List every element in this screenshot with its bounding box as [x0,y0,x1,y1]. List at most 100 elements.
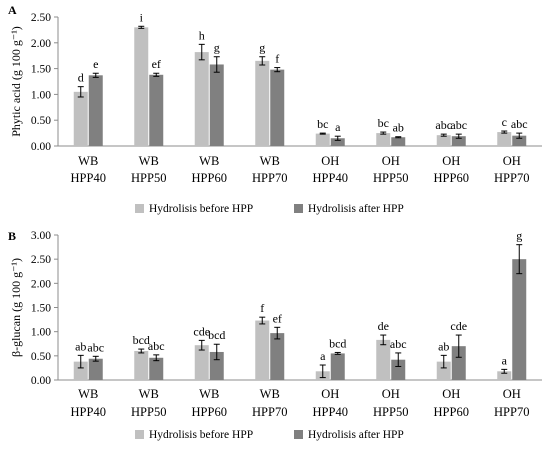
data-label: bcd [329,336,346,350]
data-label: e [93,57,98,71]
x-tick-label: HPP60 [192,405,227,419]
bar [88,75,103,146]
y-tick-label: 0.00 [31,141,51,153]
data-label: cde [450,319,467,333]
x-tick-label: HPP50 [373,171,408,185]
x-tick-label: WB [199,154,219,168]
data-label: bc [378,116,389,130]
x-tick-label: OH [321,387,339,401]
data-label: de [378,319,389,333]
chart-panel-a: A Phytic acid (g 100 g⁻¹) 0.00 0.50 1.00 1.50… [8,3,542,215]
x-tick-label: HPP60 [192,171,227,185]
x-tick-label: HPP50 [131,405,166,419]
bar [391,359,406,380]
y-tick-label: 2.00 [31,278,51,290]
x-tick-label: HPP70 [494,171,529,185]
x-tick-label: HPP60 [434,171,469,185]
legend-swatch [135,430,144,439]
y-axis-label: β-glucan (g 100 g⁻¹) [9,258,23,357]
bar [376,133,391,146]
x-tick-label: WB [139,154,159,168]
y-tick-label: 2.50 [31,254,51,266]
legend-swatch [294,430,303,439]
data-label: ef [273,311,282,325]
data-label: a [502,353,508,367]
y-tick-label: 1.50 [31,64,51,76]
legend-entry: Hydrolisis after HPP [308,203,404,215]
legend-entry: Hydrolisis after HPP [308,429,404,441]
y-tick-label: 1.00 [31,89,51,101]
x-tick-label: WB [260,387,280,401]
x-tick-label: WB [78,387,98,401]
data-label: bcd [208,328,225,342]
bar [255,320,270,380]
x-tick-label: HPP50 [131,171,166,185]
x-tick-label: WB [199,387,219,401]
bar [451,346,466,380]
x-tick-label: WB [260,154,280,168]
legend-swatch [135,204,144,213]
data-label: a [335,120,341,134]
bar [209,351,224,380]
bar [149,357,164,380]
bar [497,371,512,380]
x-tick-label: HPP70 [252,405,287,419]
x-tick-label: HPP70 [494,405,529,419]
panel-label: B [8,229,16,243]
x-tick-label: OH [442,154,460,168]
x-tick-label: OH [382,154,400,168]
bar [194,345,209,380]
bar [512,135,527,146]
y-tick-label: 0.50 [31,351,51,363]
y-tick-label: 1.50 [31,303,51,315]
data-label: bcd [133,333,150,347]
data-label: g [259,41,265,55]
data-label: ab [393,121,404,135]
y-tick-label: 2.00 [31,38,51,50]
bar [134,27,149,146]
y-tick-label: 1.00 [31,327,51,339]
data-label: abc [87,340,104,354]
legend-entry: Hydrolisis before HPP [149,429,253,441]
y-tick-label: 0.00 [31,375,51,387]
data-label: abc [148,339,165,353]
bar [73,361,88,380]
x-tick-label: OH [382,387,400,401]
bar [270,69,285,146]
data-label: ab [75,339,86,353]
bar [436,361,451,380]
x-tick-label: OH [503,154,521,168]
data-label: g [516,229,522,243]
bar [209,64,224,146]
data-label: abc [435,118,452,132]
data-label: h [199,28,205,42]
y-tick-label: 2.50 [31,12,51,24]
bar [330,138,345,146]
data-label: f [260,301,264,315]
bar [497,132,512,146]
chart-panel-b: Bβ-glucan (g 100 g⁻¹) 0.00 0.50 1.00 1.50 2.0… [8,229,542,441]
x-tick-label: WB [139,387,159,401]
data-label: ef [152,57,161,71]
data-label: abc [511,117,528,131]
x-tick-label: HPP60 [434,405,469,419]
data-label: g [214,41,220,55]
data-label: ab [438,339,449,353]
data-label: cde [193,324,210,338]
bar [194,52,209,147]
legend-entry: Hydrolisis before HPP [149,203,253,215]
bar [330,353,345,380]
x-tick-label: HPP50 [373,405,408,419]
legend-swatch [294,204,303,213]
bar [149,74,164,146]
data-label: f [275,52,279,66]
x-tick-label: OH [503,387,521,401]
bar [73,91,88,146]
x-tick-label: HPP40 [313,171,348,185]
y-axis-label: Phytic acid (g 100 g⁻¹) [9,26,23,137]
panel-label: A [8,3,17,17]
x-tick-label: OH [442,387,460,401]
bar [376,339,391,380]
bar [315,133,330,146]
